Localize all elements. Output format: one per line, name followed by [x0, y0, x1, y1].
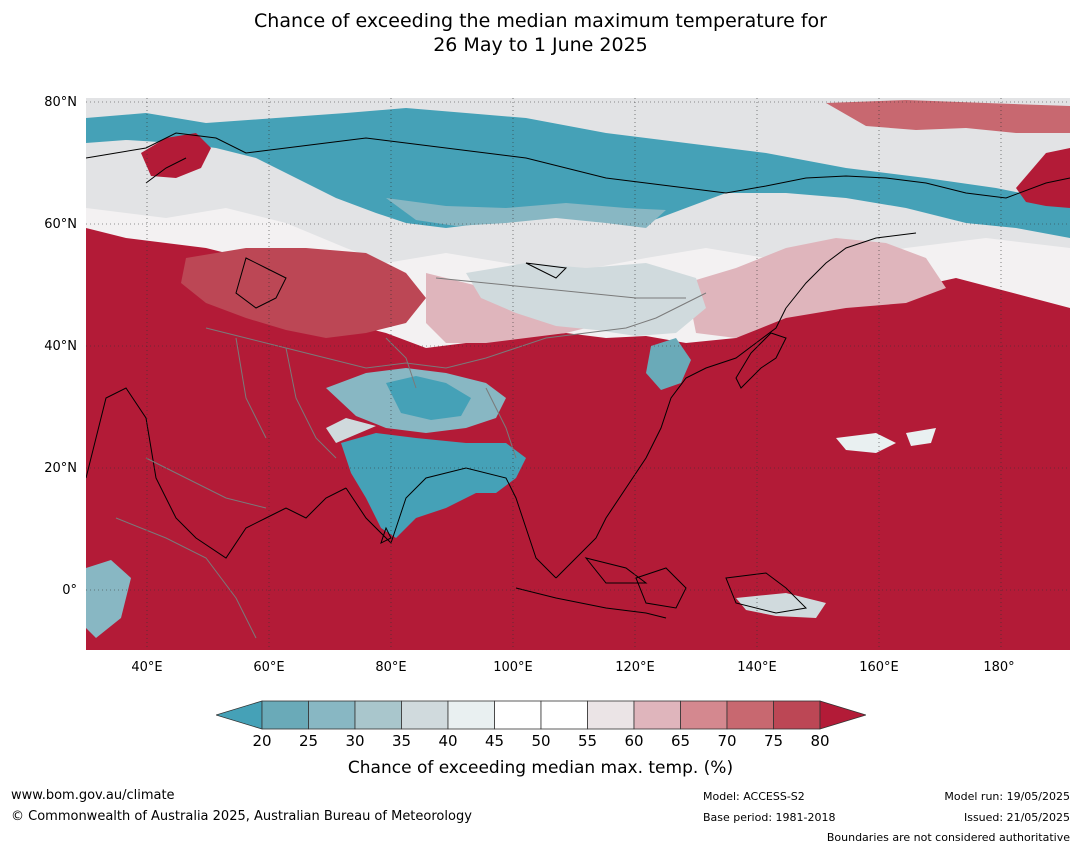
colorbar-cell [447, 700, 495, 730]
colorbar-tick: 70 [717, 732, 737, 750]
region-scandinavia-red [141, 133, 211, 178]
footer-model: Model: ACCESS-S2 [703, 790, 805, 803]
colorbar-cell [633, 700, 681, 730]
lon-label-80e: 80°E [375, 660, 407, 675]
map-svg [86, 98, 1070, 650]
colorbar-tick: 30 [345, 732, 365, 750]
region-east-asia-pink [686, 238, 946, 338]
coastlines [86, 132, 1070, 619]
region-arctic-red [826, 100, 1070, 133]
country-borders [115, 277, 707, 639]
colorbar-tick: 35 [391, 732, 412, 750]
footer-copyright: © Commonwealth of Australia 2025, Austra… [11, 809, 472, 824]
lat-label-60n: 60°N [44, 217, 77, 232]
footer-base-period: Base period: 1981-2018 [703, 811, 836, 824]
colorbar-extend-high [819, 700, 866, 730]
title-line-1: Chance of exceeding the median maximum t… [254, 10, 827, 32]
lat-label-20n: 20°N [44, 461, 77, 476]
colorbar-tick: 40 [438, 732, 458, 750]
colorbar-label: Chance of exceeding median max. temp. (%… [347, 758, 734, 778]
colorbar-tick: 75 [763, 732, 784, 750]
region-india-edge [326, 418, 376, 443]
footer-issued: Issued: 21/05/2025 [963, 811, 1070, 824]
region-pacific-spot-2 [906, 428, 936, 446]
region-india-blue [341, 433, 526, 538]
colorbar-tick: 25 [298, 732, 319, 750]
region-png-spot [736, 593, 826, 618]
lat-label-0: 0° [62, 583, 77, 598]
colorbar-tick: 50 [531, 732, 551, 750]
lon-label-40e: 40°E [131, 660, 163, 675]
colorbar-tick: 45 [484, 732, 505, 750]
lon-label-120e: 120°E [615, 660, 655, 675]
colorbar-cell [587, 700, 635, 730]
colorbar-cell [261, 700, 309, 730]
lon-label-100e: 100°E [493, 660, 533, 675]
region-siberia-blue-edge [386, 198, 666, 228]
probability-map [86, 98, 1070, 650]
lon-label-60e: 60°E [253, 660, 285, 675]
region-mongolia-mix [466, 263, 706, 336]
region-korea-blue [646, 338, 691, 390]
colorbar-tick: 60 [624, 732, 644, 750]
lon-label-140e: 140°E [737, 660, 777, 675]
region-siberia-blue [86, 108, 1070, 238]
colorbar-cell [494, 700, 542, 730]
colorbar-tick: 55 [577, 732, 598, 750]
colorbar [216, 700, 866, 730]
region-chukotka-red [1016, 148, 1070, 208]
map-title: Chance of exceeding the median maximum t… [0, 9, 1081, 57]
colorbar-cell [540, 700, 588, 730]
region-tibet-blue-core [386, 376, 471, 420]
footer-url[interactable]: www.bom.gov.au/climate [11, 788, 175, 803]
lon-label-180: 180° [983, 660, 1015, 675]
colorbar-tick: 80 [810, 732, 830, 750]
colorbar-cell [773, 700, 821, 730]
colorbar-tick: 65 [670, 732, 691, 750]
footer-model-run: Model run: 19/05/2025 [944, 790, 1070, 803]
lat-label-40n: 40°N [44, 339, 77, 354]
lat-label-80n: 80°N [44, 95, 77, 110]
lon-label-160e: 160°E [859, 660, 899, 675]
colorbar-cell [726, 700, 774, 730]
graticule [86, 98, 1070, 650]
colorbar-tick: 20 [252, 732, 272, 750]
colorbar-cell [354, 700, 402, 730]
colorbar-extend-low [216, 700, 263, 730]
title-line-2: 26 May to 1 June 2025 [433, 34, 648, 56]
colorbar-cell [308, 700, 356, 730]
region-africa-spot [86, 560, 131, 638]
colorbar-cell [401, 700, 449, 730]
footer-boundaries: Boundaries are not considered authoritat… [826, 831, 1070, 844]
region-pacific-spot-1 [836, 433, 896, 453]
colorbar-cell [680, 700, 728, 730]
